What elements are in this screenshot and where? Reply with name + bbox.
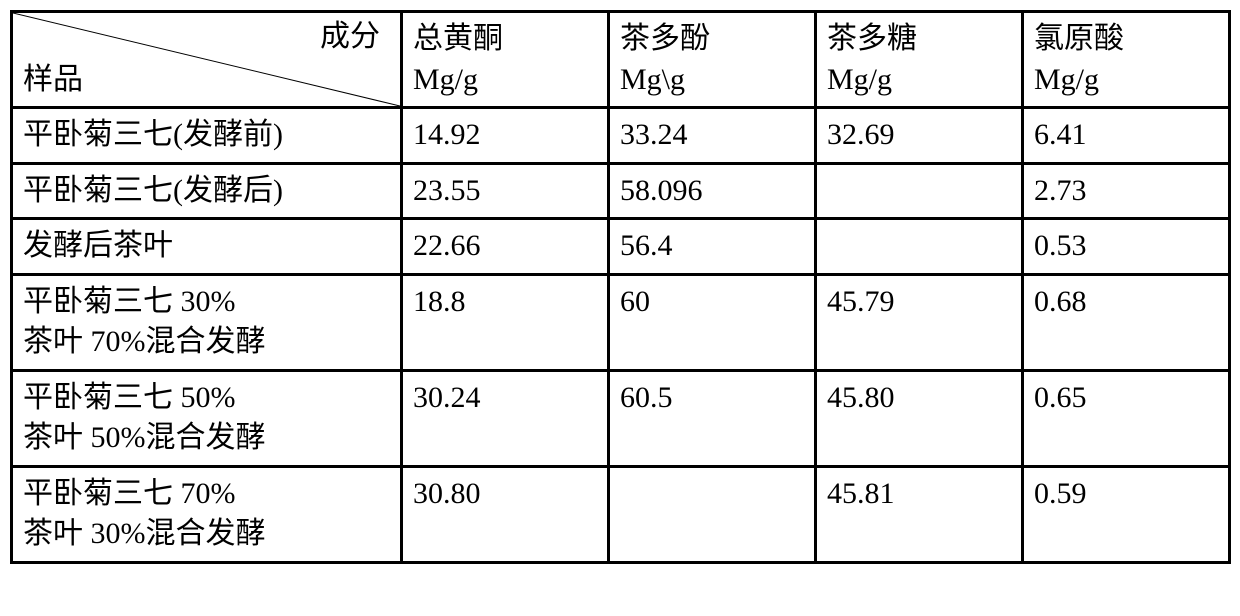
header-col-unit: Mg/g bbox=[413, 63, 478, 96]
sample-text: 平卧菊三七(发酵后) bbox=[23, 174, 283, 207]
header-col-unit: Mg\g bbox=[620, 63, 685, 96]
sample-cell: 平卧菊三七(发酵后) bbox=[12, 163, 402, 219]
table-row: 平卧菊三七 50% 茶叶 50%混合发酵 30.24 60.5 45.80 0.… bbox=[12, 370, 1230, 466]
sample-cell: 平卧菊三七 50% 茶叶 50%混合发酵 bbox=[12, 370, 402, 466]
header-col-name: 茶多糖 bbox=[827, 22, 917, 55]
sample-cell: 平卧菊三七(发酵前) bbox=[12, 108, 402, 164]
value-cell bbox=[609, 466, 816, 562]
sample-text: 平卧菊三七(发酵前) bbox=[23, 118, 283, 151]
value-cell: 0.59 bbox=[1023, 466, 1230, 562]
header-col-4: 氯原酸 Mg/g bbox=[1023, 12, 1230, 108]
table-row: 平卧菊三七 30% 茶叶 70%混合发酵 18.8 60 45.79 0.68 bbox=[12, 274, 1230, 370]
sample-text: 茶叶 70%混合发酵 bbox=[23, 325, 266, 358]
header-col-name: 氯原酸 bbox=[1034, 22, 1124, 55]
value-cell: 32.69 bbox=[816, 108, 1023, 164]
table-row: 平卧菊三七(发酵后) 23.55 58.096 2.73 bbox=[12, 163, 1230, 219]
header-diag-cell: 成分 样品 bbox=[12, 12, 402, 108]
header-top-label: 成分 bbox=[320, 17, 380, 58]
composition-table: 成分 样品 总黄酮 Mg/g 茶多酚 Mg\g 茶多糖 Mg/g 氯原酸 Mg/… bbox=[10, 10, 1231, 564]
table-row: 发酵后茶叶 22.66 56.4 0.53 bbox=[12, 219, 1230, 275]
header-col-unit: Mg/g bbox=[1034, 63, 1099, 96]
header-col-unit: Mg/g bbox=[827, 63, 892, 96]
header-col-name: 总黄酮 bbox=[413, 22, 503, 55]
value-cell bbox=[816, 219, 1023, 275]
sample-text: 发酵后茶叶 bbox=[23, 229, 173, 262]
header-col-2: 茶多酚 Mg\g bbox=[609, 12, 816, 108]
value-cell: 33.24 bbox=[609, 108, 816, 164]
value-cell: 6.41 bbox=[1023, 108, 1230, 164]
sample-text: 茶叶 30%混合发酵 bbox=[23, 517, 266, 550]
value-cell: 30.24 bbox=[402, 370, 609, 466]
value-cell: 30.80 bbox=[402, 466, 609, 562]
value-cell: 56.4 bbox=[609, 219, 816, 275]
value-cell: 14.92 bbox=[402, 108, 609, 164]
header-bottom-label: 样品 bbox=[23, 60, 83, 101]
value-cell: 45.79 bbox=[816, 274, 1023, 370]
header-col-3: 茶多糖 Mg/g bbox=[816, 12, 1023, 108]
header-col-1: 总黄酮 Mg/g bbox=[402, 12, 609, 108]
sample-cell: 平卧菊三七 30% 茶叶 70%混合发酵 bbox=[12, 274, 402, 370]
value-cell: 45.81 bbox=[816, 466, 1023, 562]
value-cell: 18.8 bbox=[402, 274, 609, 370]
table-row: 平卧菊三七(发酵前) 14.92 33.24 32.69 6.41 bbox=[12, 108, 1230, 164]
value-cell: 58.096 bbox=[609, 163, 816, 219]
value-cell: 0.68 bbox=[1023, 274, 1230, 370]
sample-text: 茶叶 50%混合发酵 bbox=[23, 421, 266, 454]
value-cell: 60.5 bbox=[609, 370, 816, 466]
value-cell: 45.80 bbox=[816, 370, 1023, 466]
value-cell: 2.73 bbox=[1023, 163, 1230, 219]
table-row: 平卧菊三七 70% 茶叶 30%混合发酵 30.80 45.81 0.59 bbox=[12, 466, 1230, 562]
value-cell: 0.53 bbox=[1023, 219, 1230, 275]
value-cell: 0.65 bbox=[1023, 370, 1230, 466]
value-cell: 60 bbox=[609, 274, 816, 370]
sample-cell: 平卧菊三七 70% 茶叶 30%混合发酵 bbox=[12, 466, 402, 562]
sample-text: 平卧菊三七 30% bbox=[23, 285, 236, 318]
value-cell: 23.55 bbox=[402, 163, 609, 219]
header-row: 成分 样品 总黄酮 Mg/g 茶多酚 Mg\g 茶多糖 Mg/g 氯原酸 Mg/… bbox=[12, 12, 1230, 108]
sample-cell: 发酵后茶叶 bbox=[12, 219, 402, 275]
sample-text: 平卧菊三七 70% bbox=[23, 477, 236, 510]
value-cell bbox=[816, 163, 1023, 219]
value-cell: 22.66 bbox=[402, 219, 609, 275]
sample-text: 平卧菊三七 50% bbox=[23, 381, 236, 414]
header-col-name: 茶多酚 bbox=[620, 22, 710, 55]
